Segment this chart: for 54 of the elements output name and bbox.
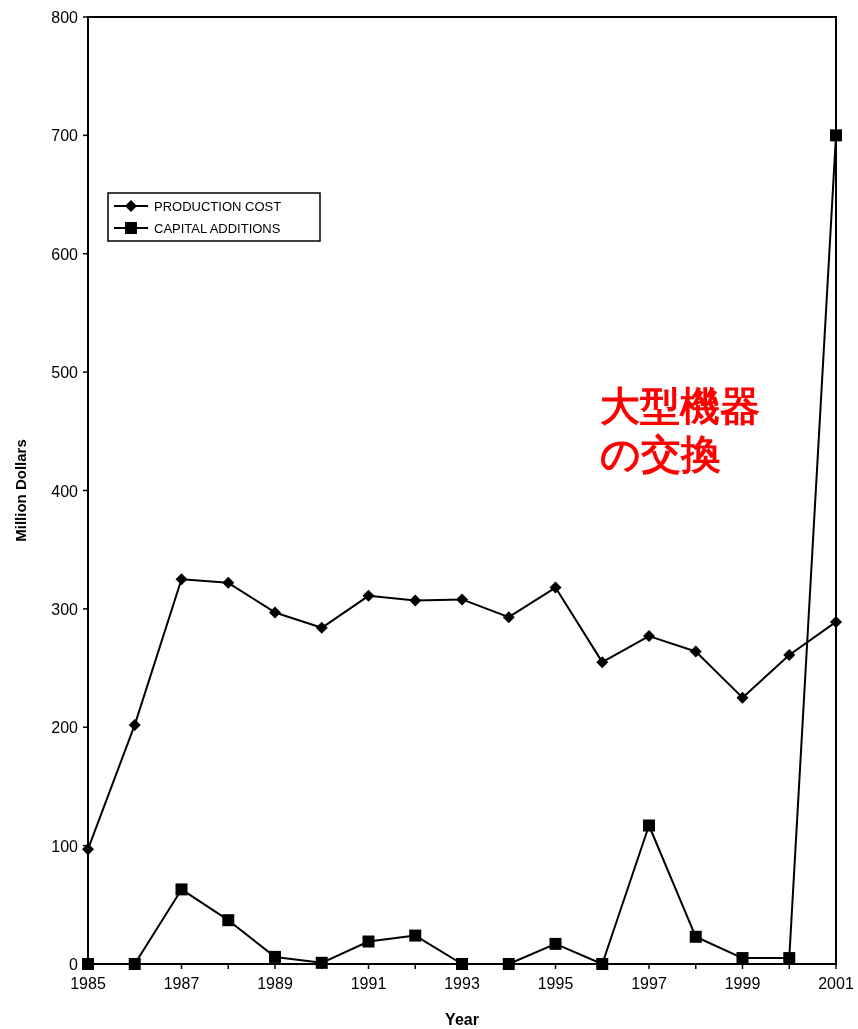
- point: [362, 935, 375, 948]
- point: [362, 589, 375, 602]
- annotation: 大型機器の交換: [600, 382, 761, 478]
- point: [689, 930, 702, 943]
- x-axis-title: Year: [445, 1011, 479, 1028]
- x-tick-label: 1993: [444, 975, 480, 992]
- y-tick-label: 0: [69, 956, 79, 973]
- point: [783, 649, 796, 662]
- x-tick-label: 1985: [70, 975, 106, 992]
- y-tick-label: 100: [51, 837, 79, 855]
- x-tick-label: 1997: [631, 975, 667, 992]
- y-tick-label: 700: [51, 127, 79, 145]
- legend-label: PRODUCTION COST: [154, 199, 282, 214]
- y-axis-title: Million Dollars: [12, 439, 29, 542]
- point: [736, 691, 749, 704]
- point: [128, 958, 141, 970]
- y-tick-label: 600: [51, 245, 79, 263]
- point: [175, 883, 188, 896]
- point: [269, 606, 281, 619]
- point: [643, 630, 655, 643]
- point: [409, 929, 422, 942]
- x-tick-label: 1995: [537, 975, 574, 992]
- y-tick-label: 200: [51, 719, 79, 737]
- point: [596, 656, 609, 669]
- x-tick-label: 1999: [724, 975, 761, 992]
- x-tick-label: 1989: [257, 975, 293, 992]
- point: [596, 958, 609, 970]
- point: [502, 958, 515, 970]
- point: [128, 718, 141, 731]
- point: [409, 594, 422, 607]
- y-tick-label: 500: [51, 364, 79, 382]
- point: [549, 937, 562, 950]
- point: [175, 573, 188, 586]
- y-tick-label: 400: [51, 482, 79, 500]
- point: [549, 581, 562, 594]
- point: [643, 819, 655, 832]
- x-tick-label: 1987: [163, 975, 200, 992]
- point: [269, 950, 281, 963]
- point: [222, 576, 235, 589]
- point: [830, 129, 842, 142]
- point: [315, 956, 328, 969]
- x-tick-label: 2001: [818, 975, 854, 992]
- point: [456, 593, 468, 606]
- legend-label: CAPITAL ADDITIONS: [154, 221, 281, 236]
- point: [82, 958, 94, 970]
- y-tick-label: 300: [51, 600, 79, 618]
- y-tick-label: 800: [51, 9, 79, 26]
- x-tick-label: 1991: [350, 975, 387, 992]
- point: [315, 621, 328, 634]
- point: [82, 843, 94, 856]
- point: [456, 958, 468, 970]
- point: [222, 914, 235, 927]
- point: [502, 611, 515, 624]
- point: [689, 645, 702, 658]
